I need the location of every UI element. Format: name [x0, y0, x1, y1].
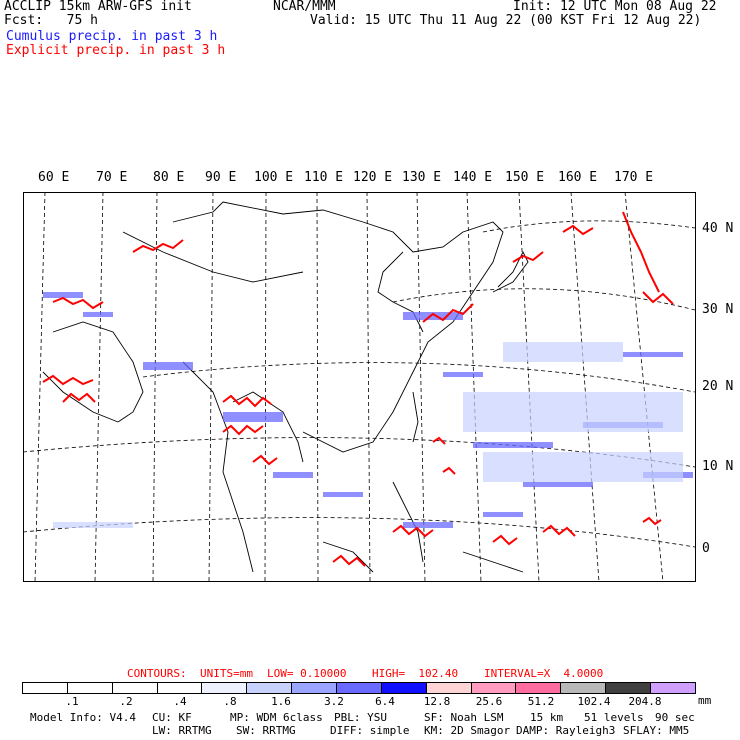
lon-label-110: 110 E — [304, 170, 344, 185]
lon-label-150: 150 E — [505, 170, 545, 185]
lon-label-120: 120 E — [353, 170, 393, 185]
colorbar-swatch — [157, 683, 203, 693]
footer-sf: SF: Noah LSM — [424, 711, 504, 724]
lon-label-70: 70 E — [96, 170, 128, 185]
footer-cu: CU: KF — [152, 711, 192, 724]
colorbar-tick: 204.8 — [628, 695, 662, 708]
model-title: ACCLIP 15km ARW-GFS init — [4, 0, 192, 14]
lat-label-20: 20 N — [702, 379, 734, 394]
footer-model-info: Model Info: V4.4 — [30, 711, 136, 724]
contours-units: UNITS=mm — [200, 667, 253, 680]
colorbar-swatch — [471, 683, 517, 693]
map-border — [23, 192, 696, 582]
center-label: NCAR/MMM — [273, 0, 336, 14]
footer-levels: 51 levels — [584, 711, 644, 724]
colorbar-tick: 12.8 — [423, 695, 451, 708]
lat-label-30: 30 N — [702, 302, 734, 317]
colorbar-swatch — [112, 683, 158, 693]
colorbar-tick: 3.2 — [324, 695, 344, 708]
legend-explicit: Explicit precip. in past 3 h — [6, 43, 226, 58]
colorbar-swatch — [67, 683, 113, 693]
lat-label-40: 40 N — [702, 221, 734, 236]
colorbar-swatch — [202, 683, 248, 693]
explicit-precip — [42, 211, 674, 567]
init-time: Init: 12 UTC Mon 08 Aug 22 — [513, 0, 717, 14]
lon-label-100: 100 E — [254, 170, 294, 185]
lon-label-160: 160 E — [558, 170, 598, 185]
cumulus-light — [53, 342, 683, 528]
precip-colorbar — [22, 682, 696, 694]
colorbar-tick: .4 — [173, 695, 187, 708]
footer-diff: DIFF: simple — [330, 724, 410, 737]
contours-high: HIGH= 102.40 — [372, 667, 459, 680]
footer-resolution: 15 km — [530, 711, 564, 724]
colorbar-tick: 6.4 — [375, 695, 395, 708]
colorbar-tick: 102.4 — [577, 695, 611, 708]
lon-label-140: 140 E — [453, 170, 493, 185]
contours-interval: INTERVAL=X 4.0000 — [484, 667, 604, 680]
footer-sflay: SFLAY: MM5 — [623, 724, 690, 737]
colorbar-tick: 51.2 — [527, 695, 555, 708]
footer-damp: DAMP: Rayleigh3 — [516, 724, 616, 737]
lon-label-60: 60 E — [38, 170, 70, 185]
colorbar-tick: 1.6 — [271, 695, 291, 708]
footer-timestep: 90 sec — [655, 711, 695, 724]
colorbar-swatch — [651, 683, 695, 693]
lon-label-130: 130 E — [402, 170, 442, 185]
lat-label-10: 10 N — [702, 459, 734, 474]
colorbar-swatch — [426, 683, 472, 693]
colorbar-tick: .2 — [119, 695, 133, 708]
colorbar-swatch — [516, 683, 562, 693]
colorbar-swatch — [561, 683, 607, 693]
footer-mp: MP: WDM 6class — [230, 711, 323, 724]
footer-pbl: PBL: YSU — [334, 711, 387, 724]
colorbar-swatch — [337, 683, 382, 693]
legend-cumulus: Cumulus precip. in past 3 h — [6, 29, 218, 44]
precip-map — [23, 192, 696, 582]
colorbar-swatch — [23, 683, 68, 693]
colorbar-tick: .8 — [223, 695, 237, 708]
colorbar-swatch — [292, 683, 338, 693]
footer-sw: SW: RRTMG — [236, 724, 296, 737]
lon-label-80: 80 E — [153, 170, 185, 185]
valid-time: Valid: 15 UTC Thu 11 Aug 22 (00 KST Fri … — [310, 13, 702, 28]
lon-label-170: 170 E — [614, 170, 654, 185]
contours-label: CONTOURS: — [127, 667, 187, 680]
colorbar-unit: mm — [698, 694, 712, 707]
colorbar-swatch — [247, 683, 293, 693]
colorbar-swatch — [381, 683, 427, 693]
contours-low: LOW= 0.10000 — [267, 667, 347, 680]
lon-label-90: 90 E — [205, 170, 237, 185]
footer-lw: LW: RRTMG — [152, 724, 212, 737]
footer-km: KM: 2D Smagor — [424, 724, 511, 737]
colorbar-tick: 25.6 — [475, 695, 503, 708]
lat-label-0: 0 — [702, 541, 710, 556]
colorbar-tick: .1 — [65, 695, 79, 708]
coastlines — [42, 201, 529, 573]
colorbar-swatch — [606, 683, 652, 693]
forecast-hour: Fcst: 75 h — [4, 13, 98, 28]
